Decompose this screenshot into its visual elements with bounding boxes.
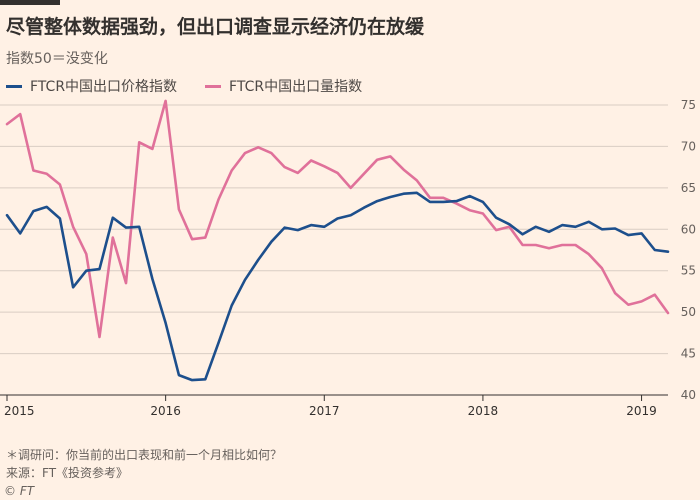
y-tick-label-50: 50 [681, 305, 696, 319]
source-note: 来源：FT《投资参考》 [6, 466, 129, 480]
y-tick-label-55: 55 [681, 264, 696, 278]
ft-credit: © FT [4, 484, 35, 498]
y-tick-label-65: 65 [681, 181, 696, 195]
y-tick-label-75: 75 [681, 98, 696, 112]
brand-bar [0, 0, 60, 5]
y-tick-label-70: 70 [681, 139, 696, 153]
legend-item-volume: FTCR中国出口量指数 [205, 76, 362, 96]
legend-swatch-volume [205, 84, 222, 88]
series-line-export-price [5, 191, 670, 382]
y-tick-label-40: 40 [681, 388, 696, 402]
legend-swatch-price [6, 84, 22, 88]
x-tick-label-2019: 2019 [626, 404, 657, 418]
series-line-export-volume [5, 99, 670, 339]
x-tick-label-2017: 2017 [309, 404, 340, 418]
x-tick-label-2015: 2015 [4, 404, 35, 418]
x-tick-label-2018: 2018 [468, 404, 499, 418]
y-tick-label-45: 45 [681, 347, 696, 361]
legend: FTCR中国出口价格指数 FTCR中国出口量指数 [6, 76, 390, 96]
line-chart: 40 45 50 55 60 65 70 75 2015 2016 2017 2018 2019 [0, 98, 696, 418]
legend-label-price: FTCR中国出口价格指数 [30, 79, 178, 95]
chart-title: 尽管整体数据强劲，但出口调查显示经济仍在放缓 [6, 16, 425, 38]
x-tick-label-2016: 2016 [150, 404, 181, 418]
footnote: ＊调研问：你当前的出口表现和前一个月相比如何？ [6, 448, 283, 462]
chart-subtitle: 指数50＝没变化 [6, 51, 108, 67]
legend-item-price: FTCR中国出口价格指数 [6, 76, 177, 96]
legend-label-volume: FTCR中国出口量指数 [229, 79, 363, 95]
y-tick-label-60: 60 [681, 222, 696, 236]
